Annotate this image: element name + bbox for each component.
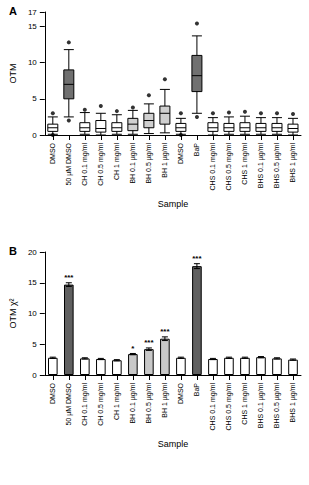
svg-text:17: 17 [28, 8, 37, 17]
svg-text:CH 0.1 mg/ml: CH 0.1 mg/ml [81, 143, 89, 186]
svg-text:***: *** [192, 254, 202, 263]
svg-text:BaP: BaP [193, 383, 200, 397]
svg-text:OTM χ²: OTM χ² [8, 298, 18, 328]
svg-text:DMSO: DMSO [177, 142, 184, 164]
svg-text:DMSO: DMSO [49, 142, 56, 164]
svg-text:CHS 0.1 mg/ml: CHS 0.1 mg/ml [209, 383, 217, 431]
svg-text:*: * [131, 344, 135, 353]
svg-text:CHS 0.5 mg/ml: CHS 0.5 mg/ml [225, 143, 233, 191]
svg-text:B: B [9, 245, 17, 257]
svg-text:CHS 0.1 mg/ml: CHS 0.1 mg/ml [209, 143, 217, 191]
svg-text:CH 0.5 mg/ml: CH 0.5 mg/ml [97, 143, 105, 186]
svg-text:5: 5 [32, 340, 37, 349]
svg-text:BHS 0.5 µg/ml: BHS 0.5 µg/ml [273, 143, 281, 189]
svg-text:BH 0.1 µg/ml: BH 0.1 µg/ml [129, 143, 137, 184]
svg-text:CH 1 mg/ml: CH 1 mg/ml [113, 143, 121, 180]
svg-text:0: 0 [32, 131, 37, 140]
svg-text:***: *** [144, 338, 154, 347]
svg-text:BHS 0.1 µg/ml: BHS 0.1 µg/ml [257, 143, 265, 189]
svg-text:CHS 1 mg/ml: CHS 1 mg/ml [241, 143, 249, 185]
svg-text:***: *** [160, 327, 170, 336]
svg-text:CHS 1 mg/ml: CHS 1 mg/ml [241, 383, 249, 425]
svg-text:15: 15 [28, 278, 37, 287]
svg-text:BHS 1 µg/ml: BHS 1 µg/ml [289, 383, 297, 423]
svg-text:10: 10 [28, 309, 37, 318]
svg-text:BHS 0.5 µg/ml: BHS 0.5 µg/ml [273, 383, 281, 429]
svg-text:50 µM DMSO: 50 µM DMSO [65, 382, 73, 425]
svg-text:20: 20 [28, 248, 37, 257]
svg-text:BHS 0.1 µg/ml: BHS 0.1 µg/ml [257, 383, 265, 429]
svg-text:CH 0.5 mg/ml: CH 0.5 mg/ml [97, 383, 105, 426]
svg-text:Sample: Sample [158, 199, 189, 209]
svg-text:BH 0.1 µg/ml: BH 0.1 µg/ml [129, 383, 137, 424]
svg-text:BH 1 µg/ml: BH 1 µg/ml [161, 383, 169, 418]
svg-text:A: A [9, 5, 17, 17]
svg-text:Sample: Sample [158, 439, 189, 449]
svg-text:5: 5 [32, 94, 37, 103]
svg-text:***: *** [64, 273, 74, 282]
svg-text:OTM: OTM [8, 64, 18, 84]
svg-text:BaP: BaP [193, 143, 200, 157]
svg-text:DMSO: DMSO [177, 382, 184, 404]
svg-text:BHS 1 µg/ml: BHS 1 µg/ml [289, 143, 297, 183]
svg-text:CH 0.1 mg/ml: CH 0.1 mg/ml [81, 383, 89, 426]
svg-text:0: 0 [32, 371, 37, 380]
svg-text:BH 0.5 µg/ml: BH 0.5 µg/ml [145, 383, 153, 424]
svg-text:BH 1 µg/ml: BH 1 µg/ml [161, 143, 169, 178]
svg-text:BH 0.5 µg/ml: BH 0.5 µg/ml [145, 143, 153, 184]
svg-text:50 µM DMSO: 50 µM DMSO [65, 142, 73, 185]
svg-text:CHS 0.5 mg/ml: CHS 0.5 mg/ml [225, 383, 233, 431]
svg-text:15: 15 [28, 22, 37, 31]
svg-text:10: 10 [28, 58, 37, 67]
svg-text:DMSO: DMSO [49, 382, 56, 404]
svg-text:CH 1 mg/ml: CH 1 mg/ml [113, 383, 121, 420]
